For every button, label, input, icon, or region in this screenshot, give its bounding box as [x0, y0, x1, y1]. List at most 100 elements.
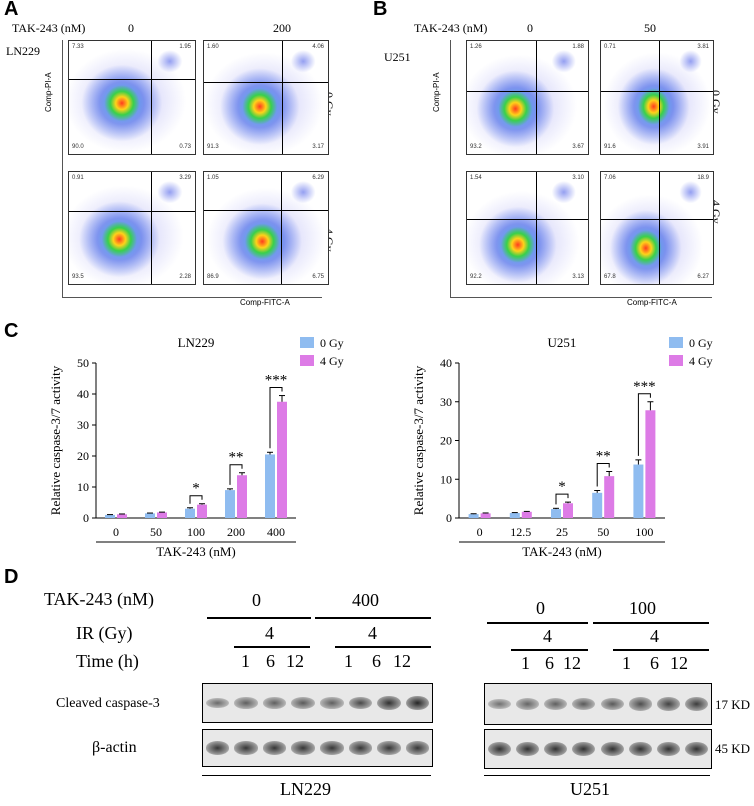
quadrant-value-q2: 1.95 [179, 44, 191, 50]
x-tick-label: 400 [267, 525, 285, 539]
blot-band [515, 698, 539, 710]
ln229-time-6a: 6 [266, 651, 275, 671]
significance-star: ** [596, 449, 611, 465]
legend-swatch-4gy [300, 355, 314, 366]
quadrant-horizontal-gate [467, 219, 588, 221]
blot-band [685, 741, 709, 757]
u251-ir-high-line [613, 649, 709, 651]
ln229-underline [202, 775, 431, 776]
flow-plot: 0.71 3.81 3.91 91.6 [600, 40, 714, 155]
quadrant-value-q1: 1.05 [207, 175, 219, 181]
blot-band [348, 741, 373, 755]
quadrant-vertical-gate [150, 172, 152, 284]
legend-label: 0 Gy [320, 336, 344, 350]
panel-b-dose-1: 50 [644, 21, 656, 35]
blot-band [405, 741, 430, 755]
bar-4gy [604, 476, 615, 518]
quadrant-value-q4: 93.5 [72, 274, 84, 280]
significance-star: *** [265, 373, 288, 389]
legend-swatch-4gy [669, 355, 683, 366]
quadrant-value-q1: 7.06 [604, 175, 616, 181]
quadrant-value-q3: 3.91 [697, 144, 709, 150]
panel-b-y-axis-label: Comp-PI-A [432, 72, 441, 112]
quadrant-vertical-gate [659, 41, 661, 154]
u251-ir-high: 4 [650, 626, 659, 646]
blot-band [628, 741, 652, 757]
u251-time-12a: 12 [563, 653, 581, 673]
quadrant-value-q2: 1.88 [572, 44, 584, 50]
quadrant-value-q4: 91.3 [207, 144, 219, 150]
blot-band [348, 696, 373, 710]
blot-band [205, 697, 230, 709]
significance-bracket [189, 495, 203, 504]
significance-bracket [229, 464, 243, 485]
bar-0gy [185, 508, 195, 518]
bar-0gy [592, 492, 603, 518]
flow-plot: 1.60 4.06 3.17 91.3 [203, 40, 329, 155]
quadrant-horizontal-gate [204, 81, 328, 83]
bar-4gy [237, 475, 247, 518]
u251-time-1b: 1 [622, 653, 631, 673]
band-label-beta-actin: β-actin [92, 739, 137, 756]
blot-u251-cleaved-caspase3 [484, 683, 712, 725]
legend-label: 0 Gy [689, 336, 713, 350]
ln229-dose-high-line [315, 617, 431, 619]
significance-bracket [269, 387, 283, 449]
panel-b-x-axis-label: Comp-FITC-A [627, 298, 677, 307]
x-tick-label: 100 [635, 525, 653, 539]
panel-a-y-axis-label: Comp-PI-A [44, 72, 53, 112]
bar-4gy [117, 514, 127, 518]
panel-a-dose-1: 200 [273, 21, 291, 35]
flow-plot: 0.91 3.29 2.28 93.5 [68, 171, 196, 285]
chart-title: U251 [548, 335, 577, 350]
panel-b-cell-line: U251 [384, 50, 411, 64]
u251-ir-low: 4 [543, 626, 552, 646]
blot-band [377, 741, 401, 755]
bar-4gy [521, 511, 532, 518]
blot-band [515, 741, 539, 757]
panel-d-label: D [4, 566, 19, 588]
significance-star: ** [229, 450, 244, 466]
u251-dose-high-line [593, 622, 709, 624]
blot-band [600, 697, 624, 711]
blot-ln229-beta-actin [202, 729, 433, 767]
panel-b-label: B [373, 0, 388, 20]
significance-star: * [192, 481, 200, 497]
ln229-dose-low-line [207, 617, 311, 619]
ln229-time-1a: 1 [241, 651, 250, 671]
x-tick-label: 12.5 [510, 525, 531, 539]
legend-label: 4 Gy [689, 354, 713, 368]
u251-time-1a: 1 [521, 653, 530, 673]
panel-a-y-axis-line [62, 40, 63, 298]
ln229-ir-high-line [335, 646, 431, 648]
x-tick-label: 0 [477, 525, 483, 539]
bar-4gy [480, 513, 491, 518]
quadrant-value-q4: 91.6 [604, 144, 616, 150]
y-tick-label: 0 [83, 511, 89, 525]
quadrant-value-q1: 0.91 [72, 175, 84, 181]
quadrant-value-q4: 92.2 [470, 274, 482, 280]
quadrant-value-q1: 1.54 [470, 175, 482, 181]
y-tick-label: 20 [77, 449, 89, 463]
blot-band [487, 741, 511, 757]
ln229-time-1b: 1 [344, 651, 353, 671]
ln229-time-12a: 12 [286, 651, 304, 671]
panel-a-label: A [4, 0, 19, 20]
legend-swatch-0gy [669, 337, 683, 348]
u251-dose-low: 0 [536, 598, 545, 618]
quadrant-value-q1: 7.33 [72, 44, 84, 50]
panel-a-dose-0: 0 [128, 21, 134, 35]
x-tick-label: 50 [150, 525, 162, 539]
quadrant-value-q1: 1.26 [470, 44, 482, 50]
flow-plot: 1.05 6.29 6.75 86.9 [203, 171, 329, 285]
y-axis-label: Relative caspase-3/7 activity [411, 365, 426, 515]
flow-plot: 1.26 1.88 3.67 93.2 [466, 40, 589, 155]
kd-label-45: 45 KD [715, 741, 751, 756]
quadrant-value-q2: 3.29 [179, 175, 191, 181]
bar-0gy [633, 464, 644, 518]
u251-time-6a: 6 [545, 653, 554, 673]
row-label-ir: IR (Gy) [76, 623, 133, 643]
x-tick-label: 25 [556, 525, 568, 539]
panel-c-label: C [4, 320, 19, 342]
u251-cell-line-label: U251 [570, 779, 610, 799]
